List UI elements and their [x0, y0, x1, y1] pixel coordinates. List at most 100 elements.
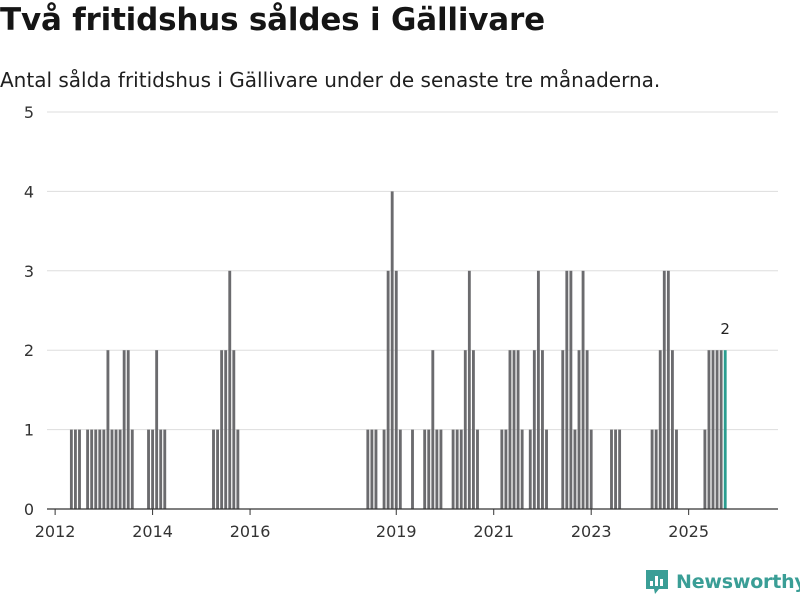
bars [69, 191, 727, 509]
bar [500, 429, 504, 509]
bar [94, 429, 98, 509]
bar [374, 429, 378, 509]
bar [118, 429, 122, 509]
bar [541, 350, 544, 509]
bar [398, 429, 402, 509]
highlight-value-label: 2 [720, 320, 730, 338]
bar [715, 350, 719, 509]
x-tick-label: 2025 [668, 522, 709, 541]
y-axis-labels: 0 1 2 3 4 5 [24, 103, 34, 519]
bar [670, 350, 674, 509]
y-tick-label: 0 [24, 500, 34, 519]
bar [675, 429, 678, 509]
bar [147, 429, 150, 509]
bar [155, 350, 159, 509]
bar [614, 429, 617, 509]
bar [471, 350, 475, 509]
bar [577, 350, 581, 509]
bar [126, 350, 130, 509]
bar [390, 191, 394, 509]
x-tick-label: 2014 [132, 522, 173, 541]
bar [504, 429, 508, 509]
bar [366, 429, 370, 509]
bar [122, 350, 126, 509]
bar [585, 350, 589, 509]
bar [589, 429, 593, 509]
bar [520, 429, 524, 509]
bar [435, 429, 439, 509]
x-tick-label: 2019 [376, 522, 417, 541]
bar [662, 270, 666, 509]
bar [459, 429, 463, 509]
bar [658, 350, 662, 509]
bar [532, 350, 536, 509]
bar [565, 270, 569, 509]
bar [151, 429, 155, 509]
bar [650, 429, 654, 509]
bar [463, 350, 467, 509]
bar [232, 350, 236, 509]
bar [90, 429, 94, 509]
y-tick-label: 4 [24, 182, 34, 201]
bar [74, 429, 77, 509]
bar [561, 350, 565, 509]
x-axis: 2012 2014 2016 2019 2021 2023 2025 [35, 508, 778, 541]
bar [654, 429, 658, 509]
bar [528, 429, 532, 509]
bar [427, 429, 431, 509]
bar [573, 429, 577, 509]
bar [439, 429, 443, 509]
bar [163, 429, 167, 509]
bar [212, 429, 215, 509]
bar [451, 429, 455, 509]
bar [110, 429, 114, 509]
y-tick-label: 5 [24, 103, 34, 122]
chart-subtitle: Antal sålda fritidshus i Gällivare under… [0, 68, 661, 92]
bar [69, 429, 73, 509]
bar [102, 429, 106, 509]
bar [228, 270, 232, 509]
bar [114, 429, 118, 509]
bar [86, 429, 90, 509]
bar [106, 350, 110, 509]
x-tick-label: 2012 [35, 522, 76, 541]
bar [98, 429, 102, 509]
y-tick-label: 2 [24, 341, 34, 360]
bar [394, 270, 398, 509]
chart-title: Två fritidshus såldes i Gällivare [0, 2, 545, 38]
bar [411, 429, 414, 509]
bar [512, 350, 516, 509]
bar [236, 429, 240, 509]
bar [508, 350, 512, 509]
bar [536, 270, 540, 509]
bar [581, 270, 585, 509]
bar [224, 350, 228, 509]
y-tick-label: 3 [24, 262, 34, 281]
bar [431, 350, 435, 509]
x-tick-label: 2023 [571, 522, 612, 541]
x-tick-label: 2021 [473, 522, 514, 541]
bar [707, 350, 711, 509]
x-tick-label: 2016 [230, 522, 271, 541]
bar [130, 429, 134, 509]
bar [78, 429, 81, 509]
bar [545, 429, 548, 509]
bar [370, 429, 374, 509]
bar [711, 350, 715, 509]
bar [719, 350, 723, 509]
y-tick-label: 1 [24, 421, 34, 440]
bar [516, 350, 520, 509]
bar [703, 429, 707, 509]
bar [159, 429, 163, 509]
bar-highlight [723, 350, 727, 509]
bar [216, 429, 219, 509]
annotations: 2 [720, 320, 730, 338]
bar [467, 270, 471, 509]
bar [423, 429, 427, 509]
bar [382, 429, 386, 509]
bar [666, 270, 670, 509]
bar [618, 429, 622, 509]
bar [386, 270, 390, 509]
newsworthy-logo-text: Newsworthy [676, 571, 800, 593]
